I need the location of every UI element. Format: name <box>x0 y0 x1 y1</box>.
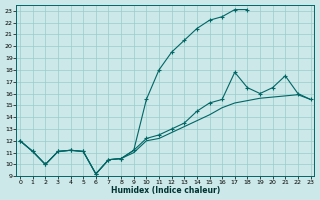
X-axis label: Humidex (Indice chaleur): Humidex (Indice chaleur) <box>111 186 220 195</box>
